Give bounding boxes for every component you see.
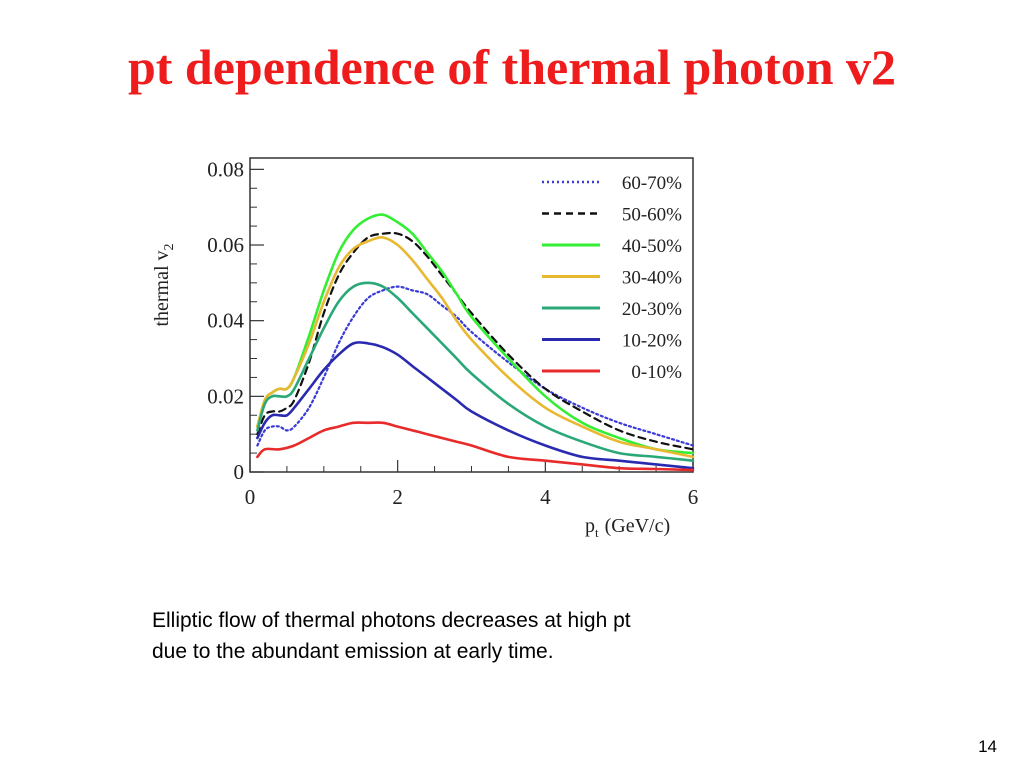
caption-line-1: Elliptic flow of thermal photons decreas… [152,609,631,632]
series-line-30-40% [256,236,695,459]
x-tick-label-2: 4 [540,485,551,509]
y-axis-label: thermal v2 [151,243,177,326]
y-axis-label-sub: 2 [162,243,177,250]
caption: Elliptic flow of thermal photons decreas… [152,605,832,667]
x-axis-label-sub: t [595,525,599,540]
y-tick-label-1: 0.02 [207,384,244,408]
y-tick-label-2: 0.04 [207,309,244,333]
v2-pt-chart: 0 2 4 6 0 0.02 0.04 0.06 0.08 60-70% 50-60% 40-50%… [151,157,698,540]
slide-title: pt dependence of thermal photon v2 [127,39,897,95]
legend-label-6: 0-10% [631,362,682,383]
legend-label-2: 40-50% [622,236,682,257]
legend: 60-70% 50-60% 40-50% 30-40% 20-30% 10-20% 0-10… [542,173,682,383]
x-tick-label-0: 0 [245,485,256,509]
series-line-20-30% [256,281,695,462]
legend-label-4: 20-30% [622,299,682,320]
legend-label-5: 10-20% [622,331,682,352]
chart-figure: 0 2 4 6 0 0.02 0.04 0.06 0.08 60-70% 50-60% 40-50%… [140,140,720,560]
y-tick-label-4: 0.08 [207,157,244,181]
axis-ticks: 0 2 4 6 0 0.02 0.04 0.06 0.08 [207,157,698,509]
x-tick-label-1: 2 [392,485,403,509]
x-axis-label-unit: (GeV/c) [605,515,671,537]
page-number: 14 [978,737,997,756]
series-line-50-60% [256,231,695,451]
y-tick-label-0: 0 [234,460,245,484]
x-tick-label-3: 6 [688,485,699,509]
caption-line-2: due to the abundant emission at early ti… [152,640,554,663]
series-curves [256,213,695,472]
legend-label-3: 30-40% [622,268,682,289]
y-axis-label-main: thermal v [151,250,173,326]
legend-label-1: 50-60% [622,205,682,226]
y-tick-label-3: 0.06 [207,233,244,257]
series-line-10-20% [256,341,695,470]
series-line-0-10% [256,421,695,472]
x-axis-label-main: p [585,515,595,537]
x-axis-label: pt (GeV/c) [585,515,670,540]
legend-label-0: 60-70% [622,173,682,194]
